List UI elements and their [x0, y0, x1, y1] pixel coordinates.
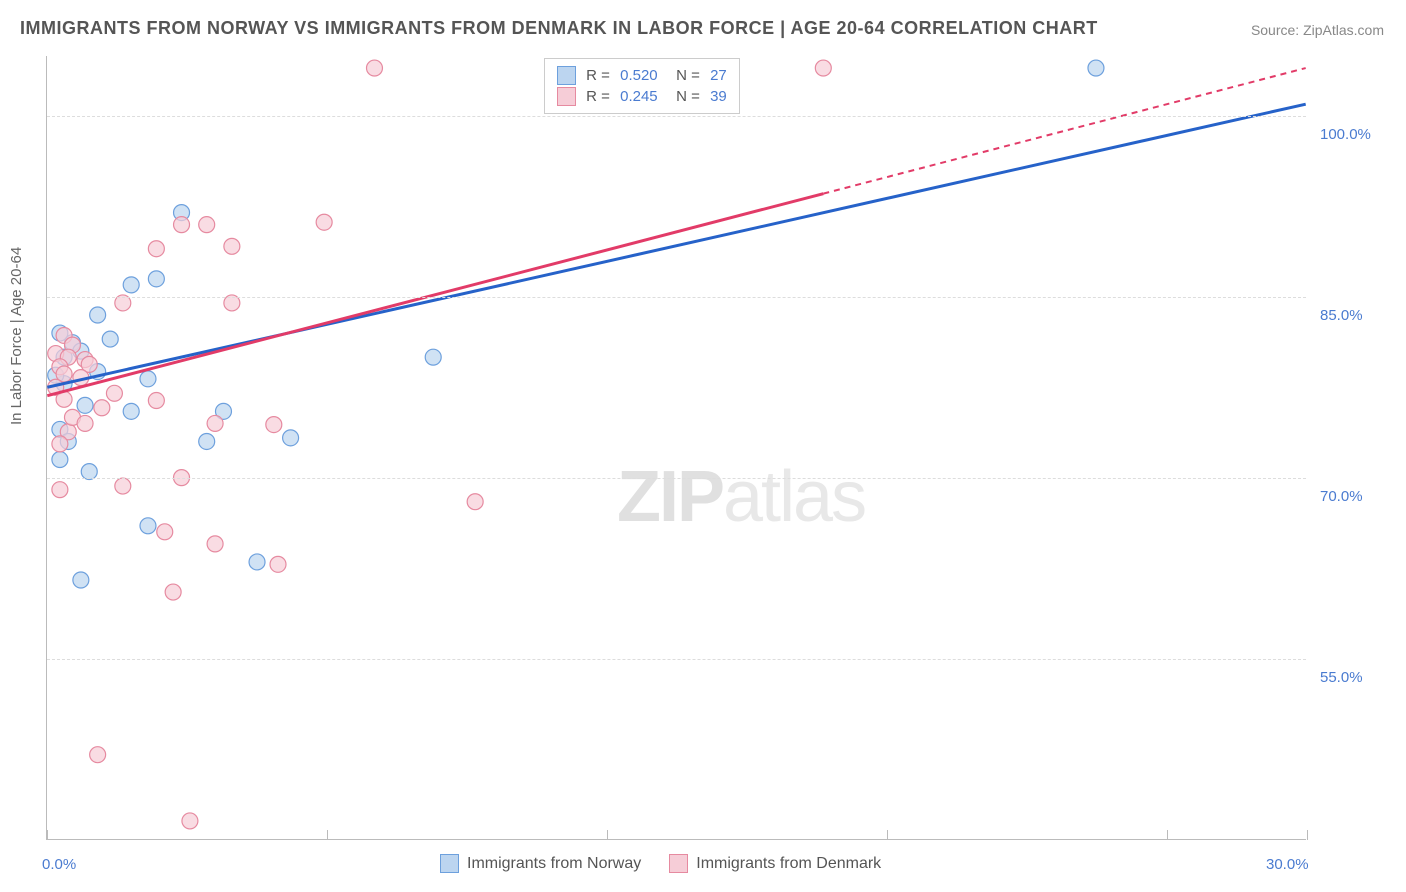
x-tick — [1307, 830, 1308, 840]
plot-area: ZIPatlas — [46, 56, 1306, 840]
gridline-h — [47, 659, 1306, 660]
scatter-point-norway — [199, 433, 215, 449]
scatter-point-denmark — [467, 494, 483, 510]
y-tick-label: 100.0% — [1320, 126, 1371, 143]
stat-r-label: R = — [582, 88, 614, 105]
scatter-point-denmark — [815, 60, 831, 76]
scatter-point-norway — [73, 572, 89, 588]
scatter-point-denmark — [199, 217, 215, 233]
legend-item-norway: Immigrants from Norway — [440, 854, 641, 873]
gridline-h — [47, 478, 1306, 479]
scatter-point-norway — [1088, 60, 1104, 76]
scatter-point-denmark — [270, 556, 286, 572]
scatter-point-norway — [102, 331, 118, 347]
gridline-h — [47, 116, 1306, 117]
scatter-point-denmark — [316, 214, 332, 230]
x-tick — [887, 830, 888, 840]
y-axis-label: In Labor Force | Age 20-64 — [8, 247, 25, 425]
stat-r-value-denmark: 0.245 — [620, 88, 658, 105]
legend-swatch-norway — [440, 854, 459, 873]
legend-item-denmark: Immigrants from Denmark — [669, 854, 881, 873]
scatter-point-norway — [52, 452, 68, 468]
scatter-point-denmark — [165, 584, 181, 600]
stat-n-value-norway: 27 — [710, 67, 727, 84]
y-tick-label: 55.0% — [1320, 669, 1363, 686]
gridline-h — [47, 297, 1306, 298]
scatter-point-norway — [90, 307, 106, 323]
x-tick — [327, 830, 328, 840]
legend-stats: R = 0.520 N = 27 R = 0.245 N = 39 — [544, 58, 740, 114]
scatter-point-denmark — [182, 813, 198, 829]
legend-swatch-denmark — [669, 854, 688, 873]
stat-r-label: R = — [582, 67, 614, 84]
scatter-point-denmark — [266, 417, 282, 433]
scatter-point-denmark — [77, 415, 93, 431]
legend-swatch-norway — [557, 66, 576, 85]
scatter-point-denmark — [106, 385, 122, 401]
plot-svg — [47, 56, 1306, 839]
scatter-point-norway — [283, 430, 299, 446]
scatter-point-denmark — [174, 217, 190, 233]
y-tick-label: 85.0% — [1320, 307, 1363, 324]
chart-title: IMMIGRANTS FROM NORWAY VS IMMIGRANTS FRO… — [20, 18, 1098, 39]
scatter-point-denmark — [224, 238, 240, 254]
legend-swatch-denmark — [557, 87, 576, 106]
scatter-point-norway — [123, 277, 139, 293]
scatter-point-norway — [140, 518, 156, 534]
legend-bottom: Immigrants from Norway Immigrants from De… — [440, 854, 881, 873]
x-tick — [47, 830, 48, 840]
scatter-point-denmark — [90, 747, 106, 763]
regression-line-denmark-dashed — [823, 68, 1305, 194]
x-tick — [1167, 830, 1168, 840]
scatter-point-norway — [77, 397, 93, 413]
x-tick-label: 30.0% — [1266, 856, 1309, 873]
chart-container: IMMIGRANTS FROM NORWAY VS IMMIGRANTS FRO… — [0, 0, 1406, 892]
stat-n-label: N = — [664, 88, 704, 105]
scatter-point-denmark — [94, 400, 110, 416]
scatter-point-denmark — [157, 524, 173, 540]
scatter-point-denmark — [366, 60, 382, 76]
stat-n-label: N = — [664, 67, 704, 84]
stat-r-value-norway: 0.520 — [620, 67, 658, 84]
x-tick — [607, 830, 608, 840]
scatter-point-norway — [123, 403, 139, 419]
y-tick-label: 70.0% — [1320, 488, 1363, 505]
legend-label-denmark: Immigrants from Denmark — [696, 855, 881, 873]
scatter-point-norway — [425, 349, 441, 365]
scatter-point-denmark — [52, 436, 68, 452]
scatter-point-denmark — [115, 478, 131, 494]
scatter-point-denmark — [148, 393, 164, 409]
legend-stats-row-denmark: R = 0.245 N = 39 — [557, 87, 727, 106]
scatter-point-denmark — [148, 241, 164, 257]
scatter-point-norway — [249, 554, 265, 570]
scatter-point-denmark — [207, 536, 223, 552]
scatter-point-norway — [148, 271, 164, 287]
scatter-point-norway — [140, 371, 156, 387]
scatter-point-denmark — [52, 482, 68, 498]
scatter-point-denmark — [207, 415, 223, 431]
legend-stats-row-norway: R = 0.520 N = 27 — [557, 66, 727, 85]
source-attribution: Source: ZipAtlas.com — [1251, 22, 1384, 38]
legend-label-norway: Immigrants from Norway — [467, 855, 641, 873]
stat-n-value-denmark: 39 — [710, 88, 727, 105]
x-tick-label: 0.0% — [42, 856, 76, 873]
